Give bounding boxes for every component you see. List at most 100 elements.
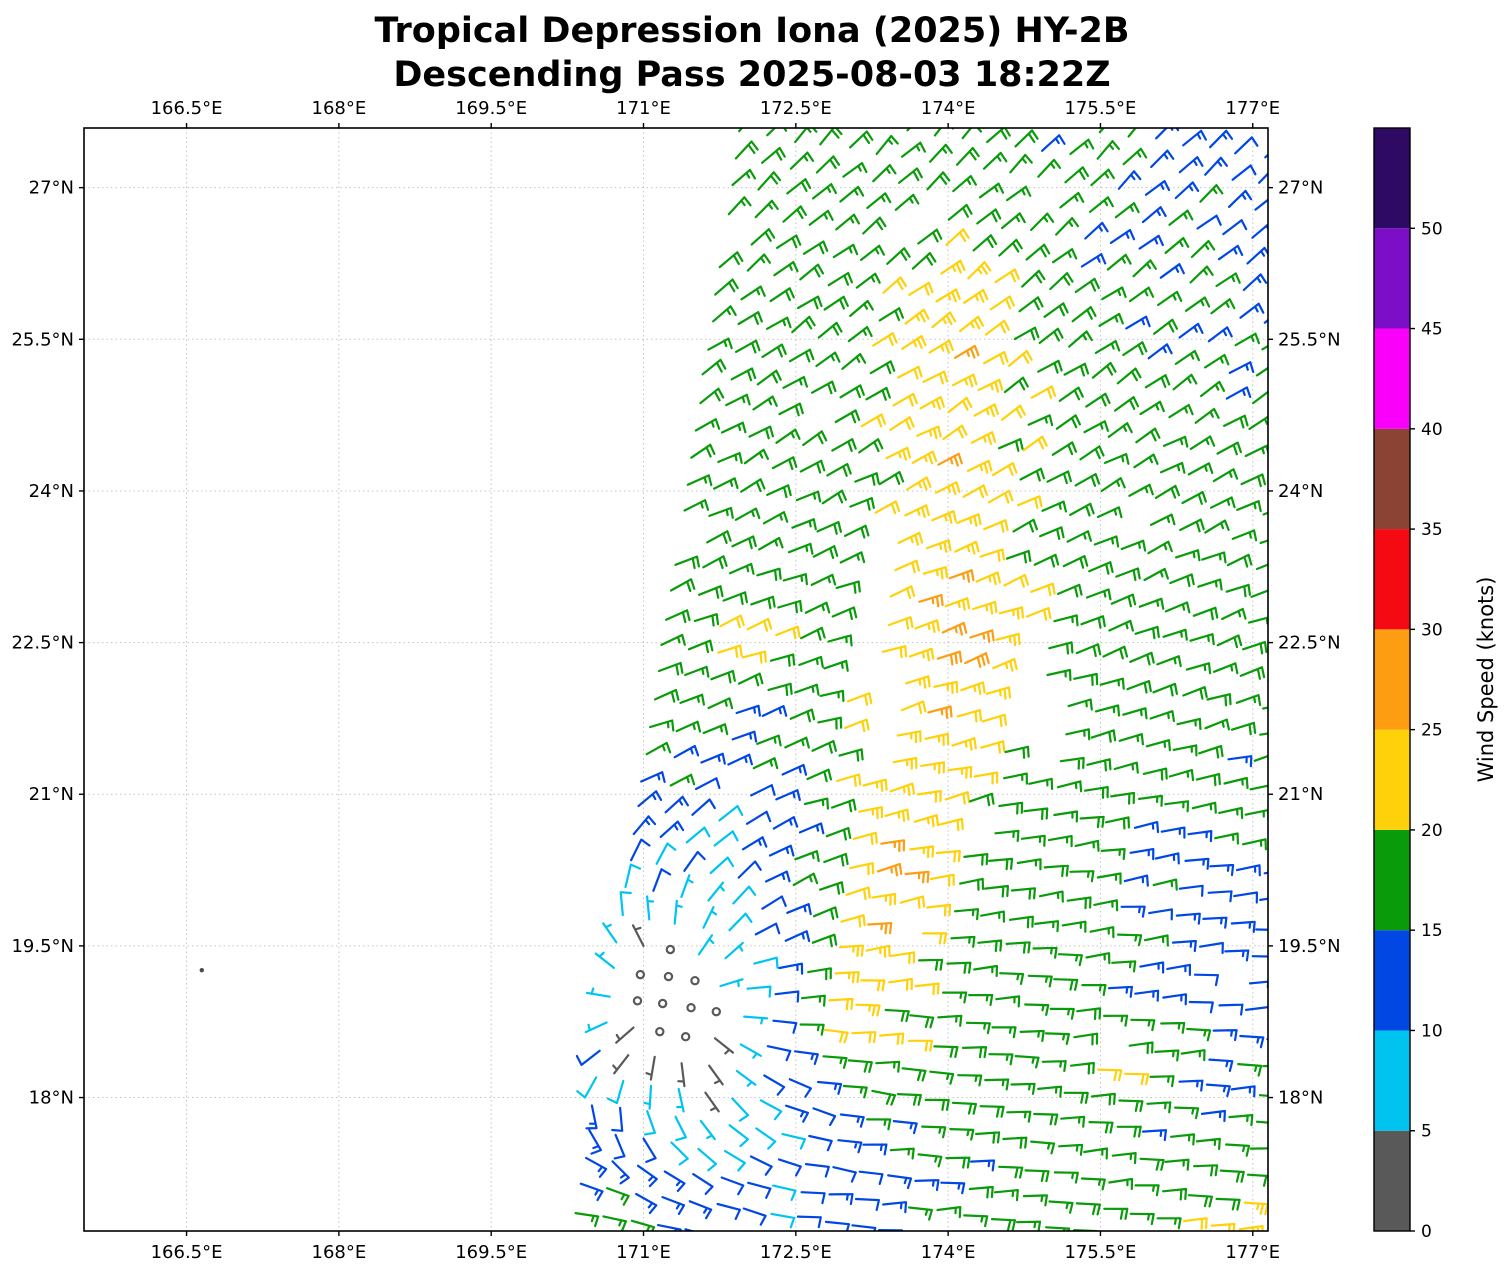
wind-barb — [1279, 592, 1302, 602]
wind-barb — [750, 595, 776, 610]
wind-barb — [748, 425, 774, 440]
wind-barb — [950, 935, 976, 948]
calm-circle — [635, 969, 646, 980]
wind-barb — [911, 450, 938, 465]
wind-barb — [1016, 858, 1042, 871]
wind-barb — [1080, 615, 1106, 629]
wind-barb — [717, 644, 743, 658]
wind-barb — [1053, 1171, 1079, 1184]
wind-barb — [1204, 519, 1230, 534]
wind-barb — [1041, 500, 1067, 513]
wind-barb — [702, 906, 718, 929]
wind-barb — [1128, 286, 1155, 303]
wind-barb — [739, 1043, 762, 1059]
wind-barb-field — [199, 128, 1304, 1231]
wind-barb — [847, 1059, 873, 1073]
wind-barb — [1005, 549, 1032, 564]
wind-barb — [1281, 398, 1304, 408]
wind-barb — [781, 763, 808, 776]
wind-barb — [584, 1021, 608, 1034]
wind-barb — [1233, 891, 1258, 904]
x-tick-label-bottom: 177°E — [1225, 1242, 1280, 1263]
wind-barb — [1096, 140, 1120, 160]
wind-barb — [1193, 1164, 1219, 1177]
wind-barb — [1022, 435, 1048, 452]
colorbar: 0 5 10 15 20 25 30 35 40 45 50 Wind Speed (knots) — [1373, 127, 1498, 1242]
wind-barb — [674, 555, 700, 570]
wind-barb — [1148, 908, 1173, 921]
calm-circle — [632, 996, 643, 1006]
colorbar-segment — [1374, 729, 1410, 830]
wind-barb — [972, 234, 998, 252]
wind-barb — [937, 452, 963, 467]
wind-barb — [897, 531, 924, 546]
wind-barb — [839, 1113, 865, 1128]
wind-barb — [1085, 952, 1111, 965]
wind-barb — [854, 472, 880, 486]
wind-barb — [740, 285, 766, 301]
wind-barb — [810, 573, 837, 586]
wind-barb — [1174, 1106, 1200, 1120]
wind-barb — [865, 944, 891, 958]
colorbar-segment — [1374, 829, 1410, 931]
chart-title-line1: Tropical Depression Iona (2025) HY-2B — [374, 11, 1129, 51]
wind-barb — [1052, 248, 1078, 264]
wind-barb — [1254, 198, 1268, 211]
colorbar-tick-label: 40 — [1421, 420, 1443, 440]
wind-barb — [1143, 934, 1169, 947]
wind-barb — [812, 545, 839, 559]
wind-barb — [1172, 744, 1198, 757]
wind-barb — [1237, 1063, 1263, 1077]
wind-barb — [872, 164, 897, 183]
wind-barb — [1147, 343, 1173, 360]
wind-barb — [1010, 887, 1036, 900]
wind-barb — [606, 1079, 625, 1105]
wind-barb — [827, 634, 853, 647]
wind-barb — [1248, 980, 1268, 989]
wind-barb — [1027, 974, 1053, 988]
wind-barb — [1068, 330, 1093, 348]
wind-barb — [1134, 625, 1160, 640]
wind-barb — [879, 1032, 905, 1046]
wind-barb — [669, 773, 696, 787]
wind-barb — [1147, 540, 1173, 555]
wind-barb — [718, 805, 744, 822]
y-tick-label-right: 22.5°N — [1278, 633, 1341, 654]
wind-barb — [649, 719, 675, 732]
wind-barb — [1142, 767, 1168, 781]
wind-barb — [1086, 758, 1112, 772]
wind-barb — [1149, 710, 1175, 723]
wind-barb — [1184, 857, 1210, 870]
wind-barb — [843, 524, 870, 539]
wind-barb — [1058, 386, 1084, 402]
wind-barb — [1132, 259, 1157, 278]
wind-barb — [761, 146, 786, 164]
wind-barb — [1170, 1133, 1196, 1146]
wind-barb — [665, 609, 691, 624]
wind-barb — [778, 402, 804, 417]
wind-barb — [890, 951, 916, 965]
x-tick-label-bottom: 168°E — [312, 1242, 367, 1263]
x-tick-label-top: 174°E — [921, 98, 976, 119]
wind-barb — [802, 430, 828, 447]
wind-barb — [731, 730, 758, 743]
wind-barb — [815, 155, 841, 174]
wind-barb — [1129, 1212, 1155, 1226]
wind-barb — [1107, 985, 1133, 998]
wind-barb — [769, 653, 796, 667]
wind-barb — [1271, 845, 1294, 855]
wind-barb — [1141, 206, 1167, 224]
wind-barb — [1222, 219, 1248, 236]
colorbar-tick-label: 50 — [1421, 219, 1443, 239]
wind-barb — [1249, 1147, 1268, 1155]
wind-barb — [964, 652, 990, 668]
wind-barb — [576, 1076, 598, 1099]
wind-barb — [588, 1129, 602, 1155]
wind-barb — [822, 1055, 848, 1069]
wind-barb — [1066, 896, 1092, 910]
wind-barb — [685, 826, 711, 844]
wind-barb — [784, 930, 811, 943]
wind-barb — [670, 1141, 689, 1166]
wind-barb — [1239, 1034, 1265, 1049]
wind-barb — [642, 1137, 657, 1163]
